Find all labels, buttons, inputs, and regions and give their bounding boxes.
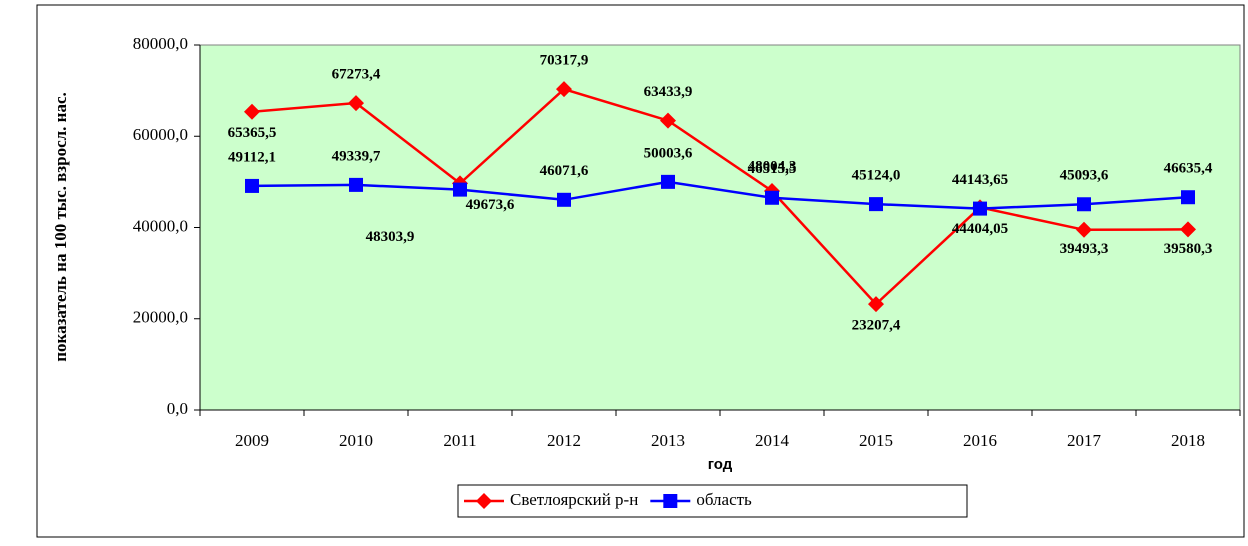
value-label: 39580,3 [1164,241,1213,257]
point [349,177,363,192]
point [1076,221,1092,238]
x-tick-label: 2011 [443,431,476,450]
legend-marker [476,493,492,509]
plot-area [199,44,1241,411]
point [453,182,467,197]
value-label: 46515,5 [748,161,797,177]
point [973,201,987,216]
value-label: 23207,4 [852,318,901,334]
value-label: 67273,4 [332,67,381,83]
point [1181,190,1195,205]
point [869,197,883,212]
value-label: 46635,4 [1164,161,1213,177]
y-tick-label: 60000,0 [133,125,188,144]
x-tick-label: 2017 [1067,431,1102,450]
y-tick-label: 40000,0 [133,216,188,235]
point [1180,221,1196,238]
legend-label: Светлоярский р-н [510,490,638,509]
series-line [251,87,1189,306]
x-tick-label: 2014 [755,431,790,450]
value-label: 45093,6 [1060,168,1109,184]
point [245,178,259,193]
value-label: 49339,7 [332,148,381,164]
value-label: 49673,6 [466,197,515,213]
y-tick-label: 20000,0 [133,308,188,327]
value-label: 44143,65 [952,172,1008,188]
value-label: 48004,3 [748,158,797,174]
legend-box [457,484,968,518]
point [868,296,884,313]
value-label: 49112,1 [228,149,276,165]
value-label: 46071,6 [540,163,589,179]
x-tick-label: 2015 [859,431,893,450]
x-tick-label: 2018 [1171,431,1205,450]
point [556,81,572,98]
legend-label: область [696,490,752,509]
point [661,174,675,189]
x-tick-label: 2012 [547,431,581,450]
y-axis-label: показатель на 100 тыс. взросл. нас. [51,92,70,362]
point [1077,197,1091,212]
value-label: 65365,5 [228,125,277,141]
value-label: 48303,9 [366,229,415,245]
point [557,192,571,207]
value-label: 44404,05 [952,221,1008,237]
x-tick-label: 2009 [235,431,269,450]
value-label: 45124,0 [852,168,901,184]
x-tick-label: 2010 [339,431,373,450]
y-tick-label: 0,0 [167,399,188,418]
value-label: 50003,6 [644,145,693,161]
series-line [251,180,1189,210]
value-label: 39493,3 [1060,241,1109,257]
x-axis-label: год [708,456,733,473]
x-tick-label: 2016 [963,431,997,450]
value-label: 63433,9 [644,84,693,100]
point [348,95,364,112]
point [660,112,676,129]
x-tick-label: 2013 [651,431,685,450]
point [765,190,779,205]
legend-marker [663,494,678,508]
point [244,103,260,120]
value-label: 70317,9 [540,53,589,69]
y-tick-label: 80000,0 [133,34,188,53]
